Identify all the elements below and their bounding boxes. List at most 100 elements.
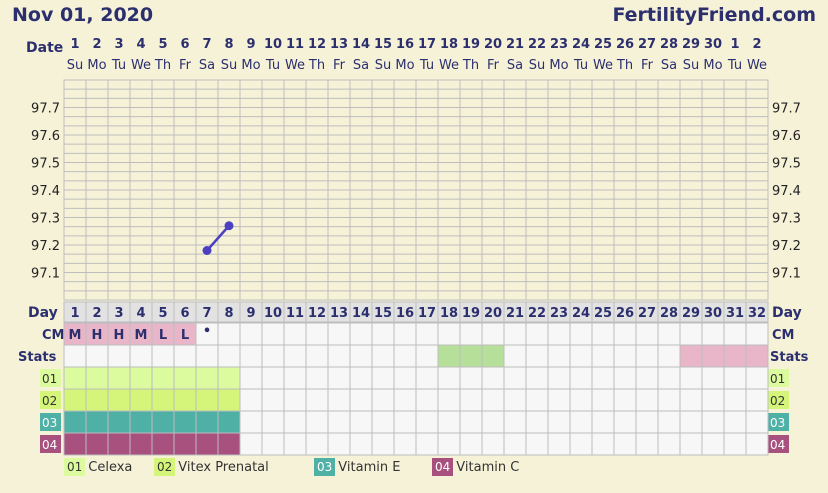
weekday-label: Mo: [703, 58, 722, 73]
cm-cell: [393, 322, 417, 346]
date-label: 1: [730, 37, 739, 52]
med-cell: [547, 432, 571, 456]
date-label: 2: [752, 37, 761, 52]
med-cell: [569, 366, 593, 390]
cm-cell: [437, 322, 461, 346]
med-cell: [239, 410, 263, 434]
cm-cell: [305, 322, 329, 346]
date-label: 6: [180, 37, 189, 52]
med-cell: [217, 366, 241, 390]
weekday-label: Tu: [265, 58, 280, 73]
med-cell: [107, 366, 131, 390]
med-cell: [129, 366, 153, 390]
cm-cell: [657, 322, 681, 346]
cm-value: L: [159, 328, 167, 343]
med-cell: [701, 410, 725, 434]
med-cell: [503, 388, 527, 412]
med-cell: [349, 432, 373, 456]
med-cell: [327, 388, 351, 412]
stats-cell: [503, 344, 527, 368]
temp-series-line: [206, 224, 230, 252]
site-name[interactable]: FertilityFriend.com: [612, 4, 816, 26]
med-cell: [657, 410, 681, 434]
stats-cell: [525, 344, 549, 368]
date-label: 19: [462, 37, 480, 52]
med-cell: [613, 366, 637, 390]
med-cell: [393, 366, 417, 390]
stats-cell: [459, 344, 483, 368]
stats-cell: [481, 344, 505, 368]
cm-cell: [745, 322, 769, 346]
date-label: 13: [330, 37, 348, 52]
date-label: 11: [286, 37, 304, 52]
med-cell: [459, 388, 483, 412]
med-cell: [745, 366, 769, 390]
stats-cell: [437, 344, 461, 368]
med-cell: [525, 388, 549, 412]
day-number: 22: [528, 306, 546, 321]
med-cell: [327, 432, 351, 456]
med-cell: [569, 388, 593, 412]
y-tick-left: 97.4: [31, 184, 60, 199]
med-cell: [327, 366, 351, 390]
med-cell: [745, 410, 769, 434]
med-cell: [591, 432, 615, 456]
cm-row-label-right: CM: [772, 328, 794, 343]
weekday-label: Mo: [395, 58, 414, 73]
weekday-label: Mo: [549, 58, 568, 73]
day-number: 24: [572, 306, 590, 321]
med-cell: [283, 388, 307, 412]
med-cell: [195, 410, 219, 434]
med-cell: [85, 432, 109, 456]
med-cell: [173, 388, 197, 412]
med-cell: [371, 432, 395, 456]
med-code-left: 03: [42, 416, 57, 430]
med-cell: [173, 366, 197, 390]
weekday-label: Sa: [507, 58, 523, 73]
cm-cell: [547, 322, 571, 346]
med-cell: [437, 432, 461, 456]
weekday-label: Mo: [241, 58, 260, 73]
date-label: 18: [440, 37, 458, 52]
med-code-box-right: [768, 369, 789, 387]
date-label: 15: [374, 37, 392, 52]
med-cell: [701, 388, 725, 412]
day-row-label-right: Day: [772, 305, 802, 321]
med-cell: [283, 432, 307, 456]
med-code-right: 04: [770, 438, 785, 452]
y-tick-right: 97.4: [772, 184, 801, 199]
med-cell: [173, 432, 197, 456]
med-cell: [151, 388, 175, 412]
weekday-label: We: [593, 58, 613, 73]
date-label: 27: [638, 37, 656, 52]
med-cell: [459, 432, 483, 456]
day-number: 32: [748, 306, 766, 321]
med-cell: [371, 388, 395, 412]
med-cell: [217, 432, 241, 456]
med-cell: [657, 366, 681, 390]
day-number: 2: [92, 306, 101, 321]
cm-cell: [283, 322, 307, 346]
stats-cell: [635, 344, 659, 368]
y-tick-right: 97.6: [772, 129, 801, 144]
day-number: 15: [374, 306, 392, 321]
legend-label-04: Vitamin C: [456, 459, 520, 475]
chart-date-title: Nov 01, 2020: [12, 4, 154, 26]
med-cell: [305, 366, 329, 390]
day-number: 9: [246, 306, 255, 321]
legend-label-03: Vitamin E: [338, 459, 401, 475]
med-cell: [261, 432, 285, 456]
med-cell: [437, 410, 461, 434]
med-cell: [481, 366, 505, 390]
y-tick-left: 97.3: [31, 212, 60, 227]
med-cell: [107, 410, 131, 434]
day-number: 5: [158, 306, 167, 321]
date-label: 22: [528, 37, 546, 52]
weekday-label: Sa: [353, 58, 369, 73]
day-number: 26: [616, 306, 634, 321]
weekday-label: Fr: [641, 58, 654, 73]
med-cell: [85, 410, 109, 434]
y-tick-right: 97.5: [772, 157, 801, 172]
med-cell: [393, 410, 417, 434]
y-tick-left: 97.1: [31, 267, 60, 282]
